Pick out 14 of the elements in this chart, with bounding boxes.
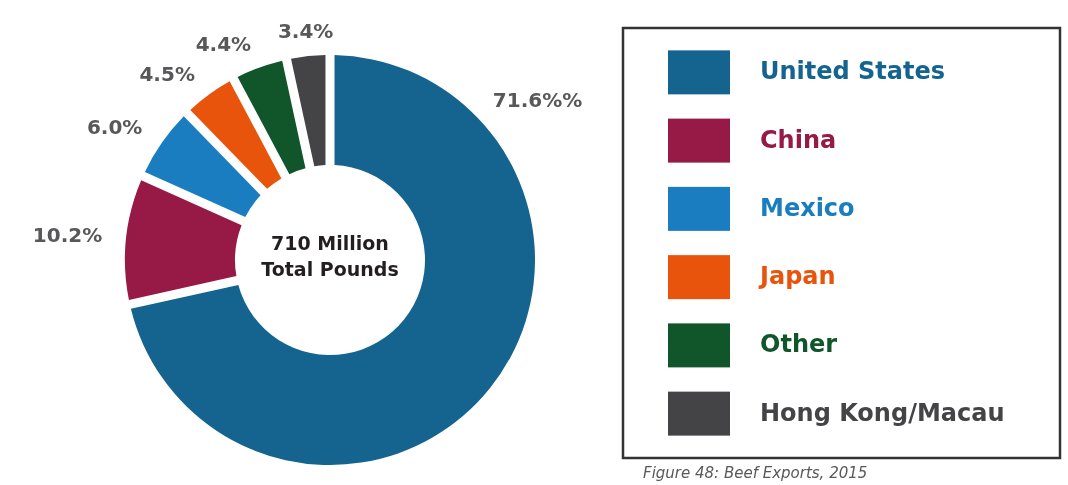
legend-label: China — [760, 125, 837, 154]
data-label: 4.5% — [139, 61, 195, 86]
data-label: 71.6%% — [492, 88, 583, 113]
legend-label: Other — [760, 330, 838, 359]
text: 710 Million Total Pounds — [261, 232, 399, 280]
data-label: 6.0% — [86, 115, 143, 140]
legend-label: United States — [760, 57, 946, 86]
caption: Figure 48: Beef Exports, 2015 — [643, 464, 868, 482]
legend-label: Mexico — [760, 193, 855, 222]
legend-label: Japan — [758, 262, 836, 291]
data-label: 3.4% — [277, 18, 334, 43]
data-label: 4.4% — [195, 31, 252, 56]
legend-label: Hong Kong/Macau — [760, 398, 1005, 427]
data-label: 10.2% — [32, 223, 103, 248]
